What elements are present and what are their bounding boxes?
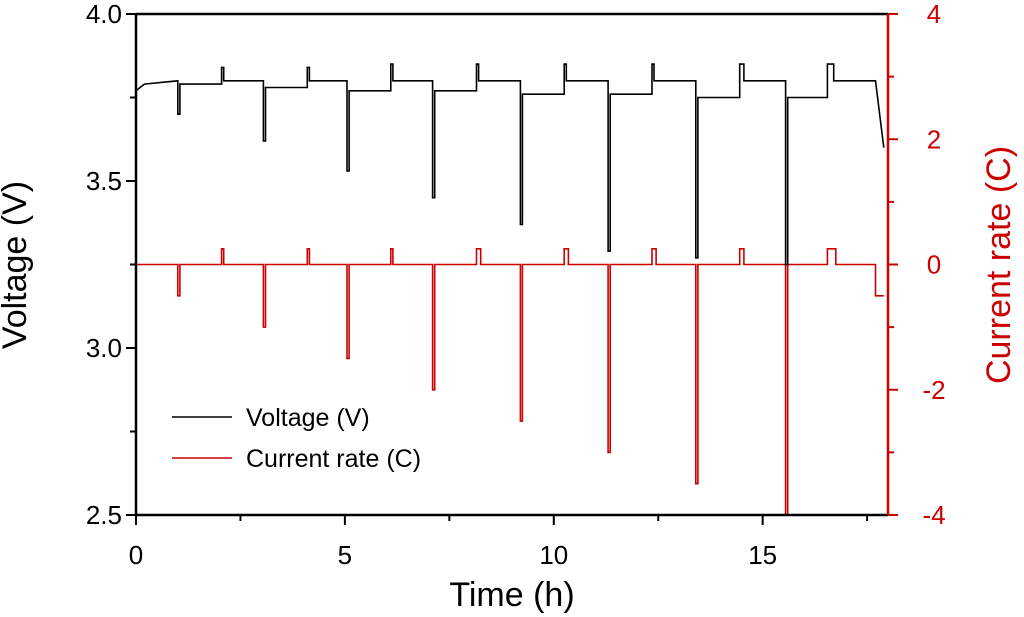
legend-label-voltage: Voltage (V) — [246, 404, 370, 432]
y-axis-title-left: Voltage (V) — [0, 181, 34, 349]
x-tick-label: 10 — [539, 540, 568, 570]
y-right-tick-label: 2 — [927, 124, 941, 154]
series-line-current — [136, 248, 884, 516]
x-tick-label: 5 — [338, 540, 352, 570]
y-left-tick-label: 2.5 — [86, 500, 122, 530]
y-left-tick-label: 3.5 — [86, 166, 122, 196]
series-layer — [135, 63, 885, 516]
y-right-tick-label: 0 — [927, 250, 941, 280]
ticks-layer: 0 5 10 15 2.5 3.0 3.5 4.0 -4 -2 0 2 4 — [86, 0, 946, 570]
y-right-tick-label: 4 — [927, 0, 941, 29]
legend-label-current: Current rate (C) — [246, 445, 421, 473]
y-right-tick-label: -4 — [922, 500, 945, 530]
y-right-tick-label: -2 — [922, 375, 945, 405]
y-left-tick-label: 3.0 — [86, 333, 122, 363]
y-axis-title-right: Current rate (C) — [980, 146, 1018, 384]
legend: Voltage (V) Current rate (C) — [172, 404, 421, 473]
series-line-voltage — [135, 63, 885, 266]
x-tick-label: 15 — [748, 540, 777, 570]
y-left-tick-label: 4.0 — [86, 0, 122, 29]
x-axis-title: Time (h) — [449, 576, 574, 614]
x-tick-label: 0 — [129, 540, 143, 570]
